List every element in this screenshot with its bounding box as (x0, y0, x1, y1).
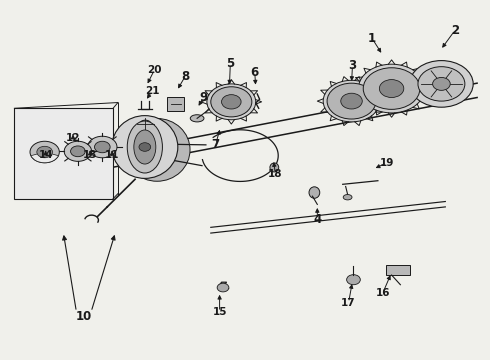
Circle shape (37, 146, 52, 158)
Ellipse shape (112, 116, 178, 179)
Circle shape (363, 68, 420, 109)
Circle shape (379, 80, 404, 98)
Text: 4: 4 (313, 213, 321, 226)
Circle shape (358, 64, 425, 113)
Text: 10: 10 (75, 310, 92, 324)
Circle shape (207, 84, 256, 120)
Text: 20: 20 (147, 64, 162, 75)
Text: 7: 7 (212, 138, 220, 150)
Text: 18: 18 (268, 168, 283, 179)
Ellipse shape (309, 187, 320, 198)
Circle shape (433, 77, 450, 90)
Circle shape (341, 93, 362, 109)
Circle shape (95, 141, 110, 153)
Circle shape (139, 143, 151, 151)
Circle shape (71, 146, 85, 157)
Text: 2: 2 (451, 24, 459, 37)
Circle shape (140, 120, 151, 129)
Circle shape (64, 141, 92, 161)
Text: 9: 9 (199, 91, 208, 104)
Wedge shape (31, 152, 58, 163)
Ellipse shape (270, 163, 279, 172)
Circle shape (410, 60, 473, 107)
Text: 6: 6 (251, 66, 259, 79)
Bar (167, 97, 184, 111)
Text: 1: 1 (368, 32, 376, 45)
Circle shape (30, 141, 59, 163)
Text: 12: 12 (66, 133, 80, 143)
Ellipse shape (134, 130, 156, 164)
Ellipse shape (127, 121, 162, 173)
Polygon shape (14, 108, 113, 199)
Ellipse shape (124, 118, 190, 181)
Text: 19: 19 (380, 158, 394, 168)
Text: 14: 14 (38, 150, 53, 160)
Circle shape (346, 275, 360, 285)
Text: 3: 3 (348, 59, 357, 72)
Text: 17: 17 (341, 298, 356, 308)
Ellipse shape (343, 194, 352, 200)
Circle shape (327, 83, 376, 119)
Circle shape (323, 80, 380, 122)
Bar (386, 265, 410, 275)
Ellipse shape (190, 115, 204, 122)
Text: 21: 21 (145, 86, 159, 96)
Text: 15: 15 (212, 307, 227, 317)
Circle shape (217, 283, 229, 292)
Text: 16: 16 (375, 288, 390, 298)
Circle shape (88, 136, 117, 158)
Circle shape (211, 87, 252, 117)
Circle shape (221, 95, 241, 109)
Text: 5: 5 (226, 57, 235, 70)
Text: 8: 8 (181, 69, 190, 82)
Text: 11: 11 (105, 150, 120, 160)
Text: 13: 13 (83, 150, 98, 160)
Circle shape (418, 67, 465, 101)
